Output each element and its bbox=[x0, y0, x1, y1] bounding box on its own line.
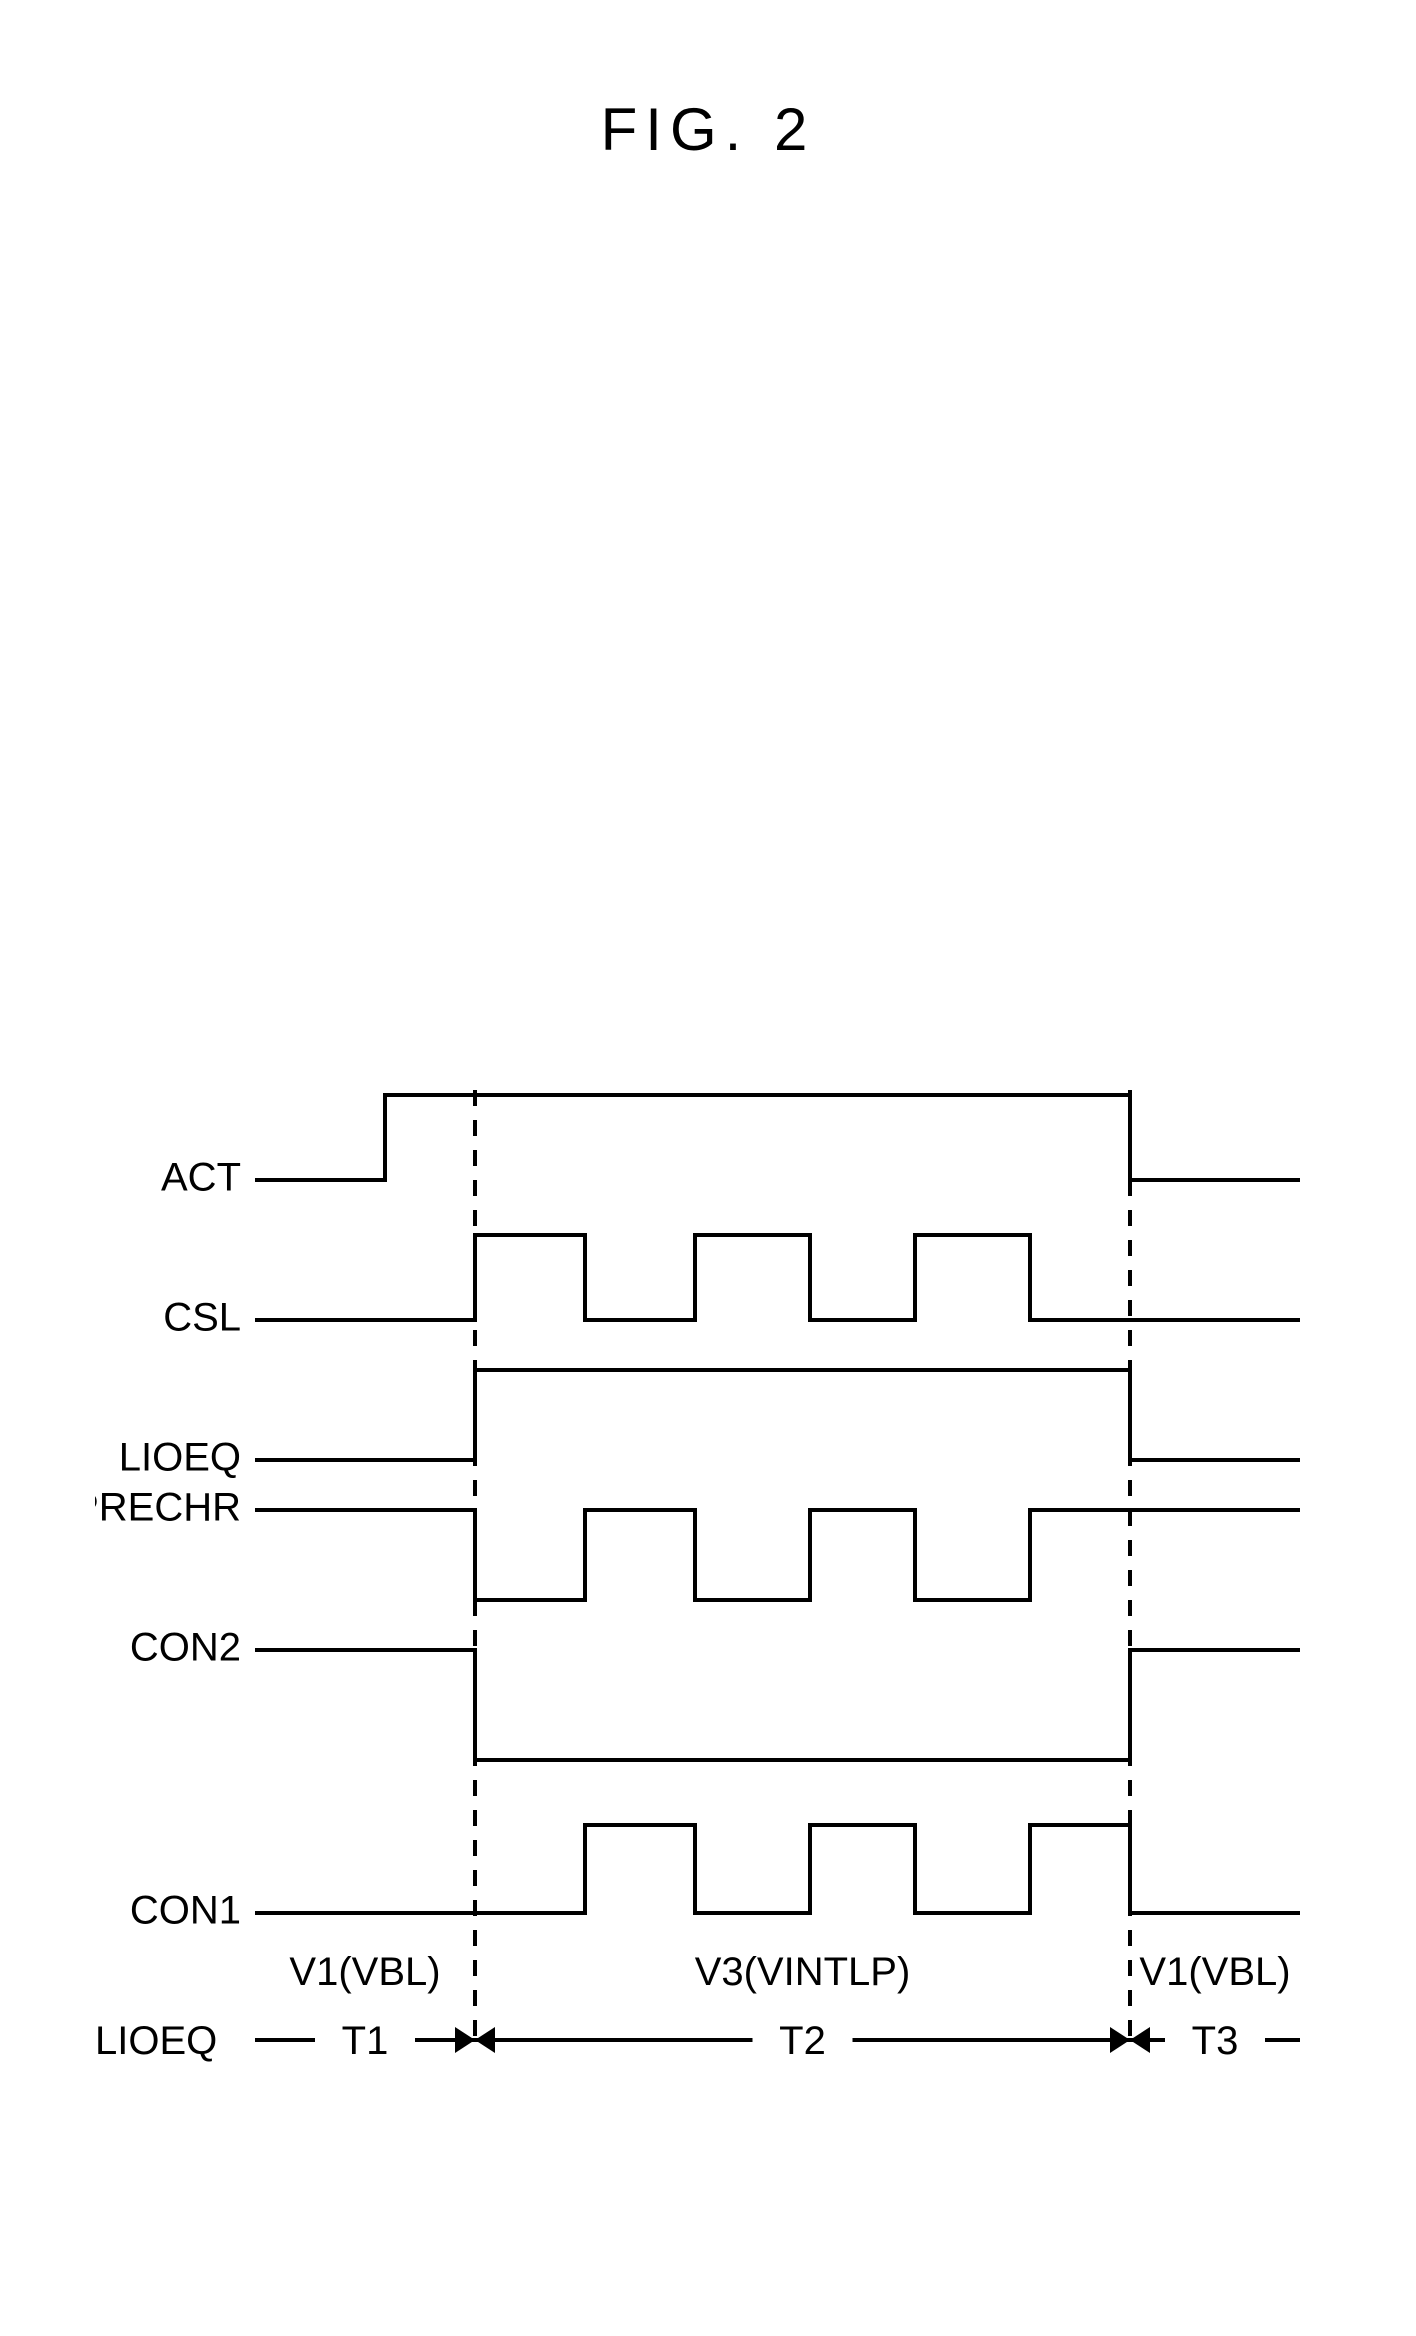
label-lioeq: LIOEQ bbox=[119, 1436, 241, 1480]
label-t1: T1 bbox=[342, 2019, 389, 2063]
label-v3: V3(VINTLP) bbox=[695, 1950, 911, 1994]
label-lioeq-bottom: LIOEQ bbox=[95, 2019, 217, 2063]
label-t2: T2 bbox=[779, 2019, 826, 2063]
label-con1: CON1 bbox=[130, 1889, 241, 1933]
label-v1-left: V1(VBL) bbox=[289, 1950, 440, 1994]
waveform-lioeq bbox=[255, 1370, 1300, 1460]
label-con2: CON2 bbox=[130, 1626, 241, 1670]
waveform-prechr bbox=[255, 1510, 1300, 1600]
waveform-con2 bbox=[255, 1650, 1300, 1760]
label-prechr: PRECHR bbox=[95, 1486, 241, 1530]
figure-title: FIG. 2 bbox=[0, 95, 1416, 164]
label-t3: T3 bbox=[1192, 2019, 1239, 2063]
waveform-con1 bbox=[255, 1825, 1300, 1913]
label-act: ACT bbox=[161, 1156, 241, 1200]
waveform-act bbox=[255, 1095, 1300, 1180]
label-csl: CSL bbox=[163, 1296, 241, 1340]
label-v1-right: V1(VBL) bbox=[1139, 1950, 1290, 1994]
timing-diagram: ACT CSL LIOEQ PRECHR CON2 CON1 V1(VBL) V3(VINTL… bbox=[95, 1070, 1315, 2210]
waveform-csl bbox=[255, 1235, 1300, 1320]
